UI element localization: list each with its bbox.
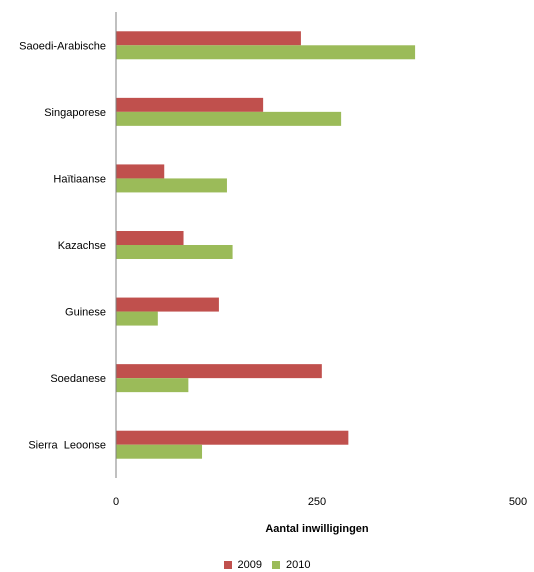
category-label: Saoedi-Arabische bbox=[19, 40, 106, 52]
bar-2010-1 bbox=[116, 111, 342, 126]
bar-2010-3 bbox=[116, 245, 233, 259]
category-label: Singaporese bbox=[44, 107, 106, 119]
category-label: Sierra Leoonse bbox=[28, 440, 106, 452]
x-axis-title: Aantal inwilligingen bbox=[265, 523, 369, 535]
x-tick-label: 0 bbox=[113, 496, 119, 508]
bar-2009-1 bbox=[116, 97, 264, 112]
legend-swatch bbox=[223, 561, 232, 569]
x-tick-labels: 0 250 500 bbox=[113, 496, 527, 508]
bar-2009-3 bbox=[116, 231, 184, 245]
bar-2010-2 bbox=[116, 178, 227, 193]
category-label: Soedanese bbox=[50, 373, 106, 385]
x-tick-label: 250 bbox=[308, 496, 326, 508]
legend-swatch bbox=[272, 561, 280, 569]
bar-chart: Saoedi-Arabische Singaporese Haïtiaanse Kaz… bbox=[19, 12, 527, 535]
bar-2010-0 bbox=[116, 45, 416, 60]
category-label: Haïtiaanse bbox=[53, 173, 106, 185]
bar-2010-5 bbox=[116, 378, 189, 393]
bar-2010-6 bbox=[116, 444, 203, 459]
bar-2010-4 bbox=[116, 311, 158, 326]
bars-group bbox=[116, 31, 416, 459]
legend-item-2010: 2010 bbox=[272, 559, 310, 571]
category-labels: Saoedi-Arabische Singaporese Haïtiaanse Kaz… bbox=[19, 40, 106, 451]
legend-item-2009: 2009 bbox=[223, 559, 262, 571]
x-tick-label: 500 bbox=[509, 496, 527, 508]
bar-2009-0 bbox=[116, 31, 301, 46]
bar-2009-6 bbox=[116, 430, 349, 445]
legend-label: 2010 bbox=[286, 559, 311, 571]
bar-2009-2 bbox=[116, 164, 165, 179]
bar-2009-5 bbox=[116, 364, 322, 379]
legend-label: 2009 bbox=[237, 559, 262, 571]
category-label: Guinese bbox=[65, 307, 106, 319]
category-label: Kazachse bbox=[58, 240, 106, 252]
bar-2009-4 bbox=[116, 297, 219, 312]
legend: 2009 2010 bbox=[0, 558, 534, 572]
